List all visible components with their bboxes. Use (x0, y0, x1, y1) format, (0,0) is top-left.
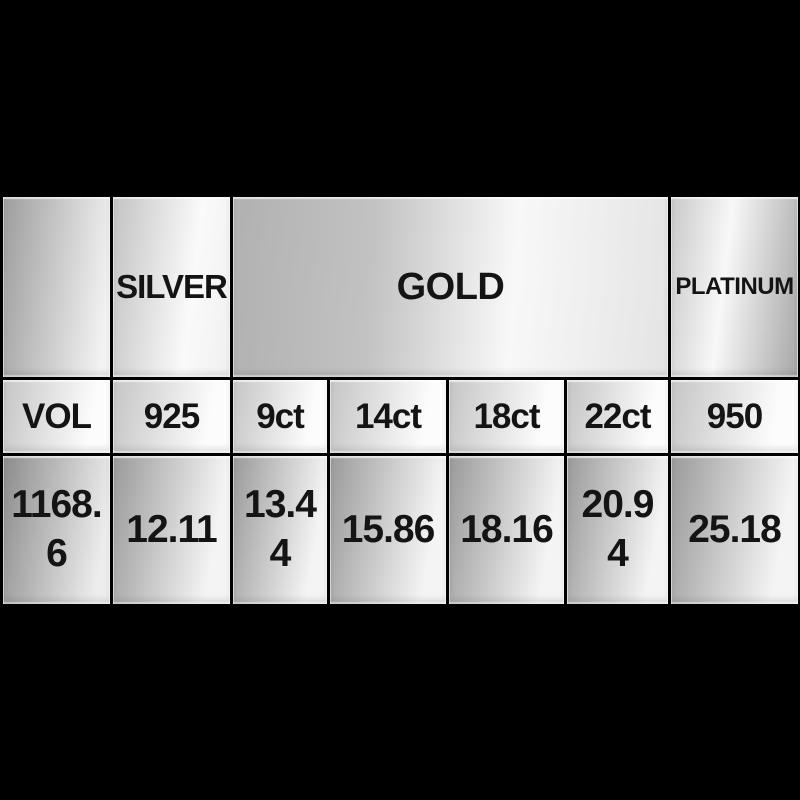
subheader-22ct: 22ct (567, 380, 668, 453)
value-22ct: 20.9 4 (567, 456, 668, 604)
header-silver: SILVER (113, 197, 230, 377)
subheader-14ct: 14ct (330, 380, 446, 453)
header-gold: GOLD (233, 197, 668, 377)
value-vol: 1168. 6 (3, 456, 110, 604)
subheader-950: 950 (671, 380, 798, 453)
value-14ct: 15.86 (330, 456, 446, 604)
header-platinum: PLATINUM (671, 197, 798, 377)
subheader-9ct: 9ct (233, 380, 327, 453)
value-950: 25.18 (671, 456, 798, 604)
value-18ct: 18.16 (449, 456, 564, 604)
subheader-18ct: 18ct (449, 380, 564, 453)
value-9ct: 13.4 4 (233, 456, 327, 604)
subheader-925: 925 (113, 380, 230, 453)
subheader-vol: VOL (3, 380, 110, 453)
value-925: 12.11 (113, 456, 230, 604)
corner-header-cell (3, 197, 110, 377)
metal-price-table: SILVER GOLD PLATINUM VOL 925 9ct 14ct 18… (3, 197, 798, 604)
